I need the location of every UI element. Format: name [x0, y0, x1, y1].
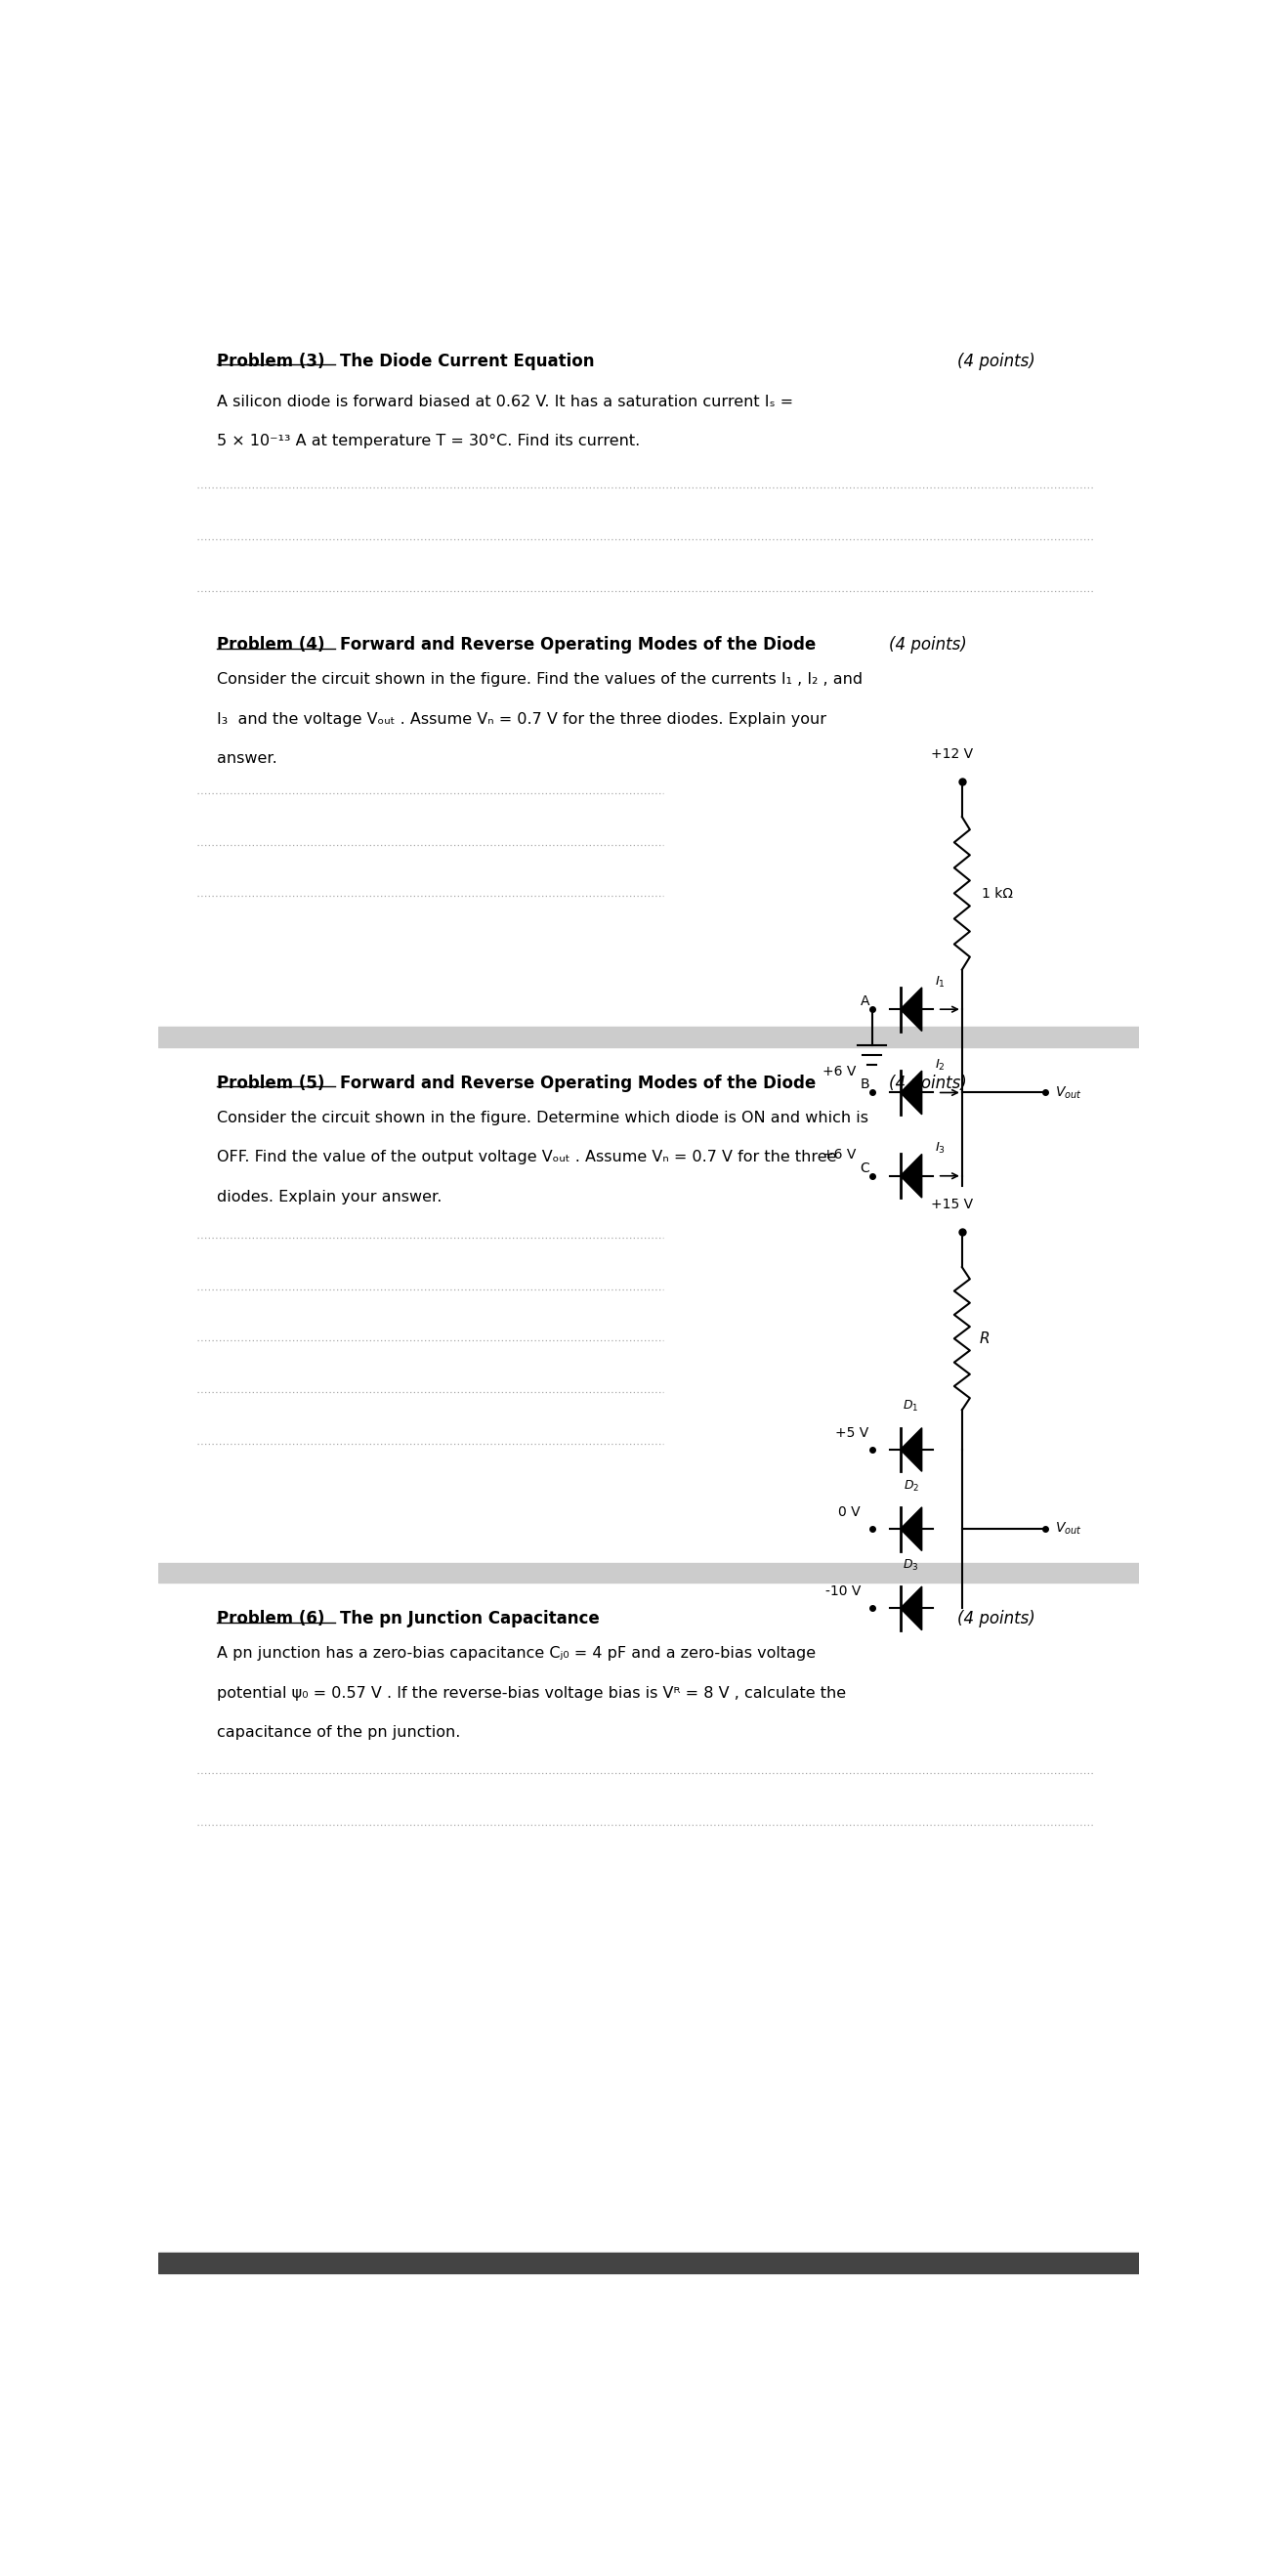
- Text: +6 V: +6 V: [822, 1064, 856, 1079]
- Polygon shape: [901, 1507, 922, 1551]
- Bar: [158, 2254, 1138, 2272]
- Polygon shape: [901, 1072, 922, 1115]
- Text: 5 × 10⁻¹³ A at temperature T = 30°C. Find its current.: 5 × 10⁻¹³ A at temperature T = 30°C. Fin…: [218, 435, 640, 448]
- Text: $V_{out}$: $V_{out}$: [1055, 1084, 1083, 1100]
- Text: A pn junction has a zero-bias capacitance Cⱼ₀ = 4 pF and a zero-bias voltage: A pn junction has a zero-bias capacitanc…: [218, 1646, 816, 1662]
- Text: Forward and Reverse Operating Modes of the Diode: Forward and Reverse Operating Modes of t…: [339, 636, 816, 654]
- Text: R: R: [979, 1332, 990, 1345]
- Text: $D_1$: $D_1$: [903, 1399, 920, 1414]
- Text: capacitance of the pn junction.: capacitance of the pn junction.: [218, 1726, 460, 1739]
- Text: diodes. Explain your answer.: diodes. Explain your answer.: [218, 1190, 441, 1206]
- Polygon shape: [901, 1587, 922, 1631]
- Text: I₃  and the voltage Vₒᵤₜ . Assume Vₙ = 0.7 V for the three diodes. Explain your: I₃ and the voltage Vₒᵤₜ . Assume Vₙ = 0.…: [218, 711, 826, 726]
- Text: C: C: [860, 1162, 869, 1175]
- Polygon shape: [901, 1154, 922, 1198]
- Text: $D_2$: $D_2$: [903, 1479, 918, 1494]
- Text: (4 points): (4 points): [888, 636, 966, 654]
- Text: (4 points): (4 points): [958, 353, 1035, 371]
- Text: 0 V: 0 V: [839, 1504, 860, 1520]
- Text: The Diode Current Equation: The Diode Current Equation: [339, 353, 595, 371]
- Text: $V_{out}$: $V_{out}$: [1055, 1520, 1083, 1538]
- Text: A silicon diode is forward biased at 0.62 V. It has a saturation current Iₛ =: A silicon diode is forward biased at 0.6…: [218, 394, 793, 410]
- Bar: [158, 1028, 1138, 1046]
- Text: A: A: [860, 994, 869, 1007]
- Text: +15 V: +15 V: [931, 1198, 973, 1211]
- Text: The pn Junction Capacitance: The pn Junction Capacitance: [339, 1610, 600, 1628]
- Text: (4 points): (4 points): [958, 1610, 1035, 1628]
- Text: $I_1$: $I_1$: [935, 974, 946, 989]
- Text: -10 V: -10 V: [826, 1584, 861, 1597]
- Text: +12 V: +12 V: [931, 747, 973, 762]
- Text: $I_2$: $I_2$: [935, 1059, 946, 1072]
- Text: +6 V: +6 V: [822, 1149, 856, 1162]
- Text: Problem (3): Problem (3): [218, 353, 330, 371]
- Text: B: B: [860, 1077, 869, 1092]
- Text: Problem (4): Problem (4): [218, 636, 330, 654]
- Text: 1 kΩ: 1 kΩ: [982, 886, 1013, 902]
- Text: OFF. Find the value of the output voltage Vₒᵤₜ . Assume Vₙ = 0.7 V for the three: OFF. Find the value of the output voltag…: [218, 1149, 836, 1164]
- Text: Problem (6): Problem (6): [218, 1610, 330, 1628]
- Text: (4 points): (4 points): [888, 1074, 966, 1092]
- Text: Forward and Reverse Operating Modes of the Diode: Forward and Reverse Operating Modes of t…: [339, 1074, 816, 1092]
- Polygon shape: [901, 1427, 922, 1471]
- Text: +5 V: +5 V: [836, 1427, 869, 1440]
- Text: $D_3$: $D_3$: [903, 1558, 920, 1571]
- Polygon shape: [901, 987, 922, 1030]
- Text: $I_3$: $I_3$: [935, 1141, 946, 1157]
- Text: Consider the circuit shown in the figure. Determine which diode is ON and which : Consider the circuit shown in the figure…: [218, 1110, 869, 1126]
- Bar: [158, 1564, 1138, 1582]
- Text: Problem (5): Problem (5): [218, 1074, 330, 1092]
- Text: potential ψ₀ = 0.57 V . If the reverse-bias voltage bias is Vᴿ = 8 V , calculate: potential ψ₀ = 0.57 V . If the reverse-b…: [218, 1685, 846, 1700]
- Text: Consider the circuit shown in the figure. Find the values of the currents I₁ , I: Consider the circuit shown in the figure…: [218, 672, 863, 688]
- Text: answer.: answer.: [218, 752, 277, 765]
